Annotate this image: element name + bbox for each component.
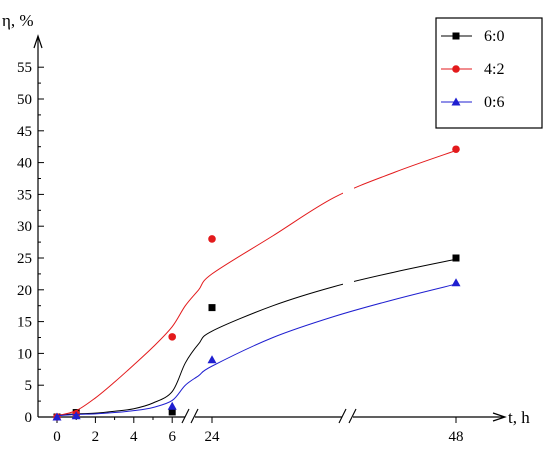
data-point — [452, 254, 460, 262]
x-axis-break-mark — [181, 408, 190, 424]
legend: 6:0 4:2 0:6 — [435, 17, 543, 129]
series-2 — [52, 278, 461, 421]
y-tick-label: 10 — [17, 346, 32, 362]
break-gap — [343, 150, 354, 300]
x-tick-label: 4 — [130, 429, 138, 445]
series-1 — [53, 145, 460, 421]
legend-marker — [452, 32, 460, 40]
data-point — [451, 278, 461, 287]
break-gaps — [343, 150, 354, 300]
y-tick-label: 5 — [25, 378, 33, 394]
y-tick-label: 15 — [17, 315, 32, 331]
data-point — [52, 412, 62, 421]
y-tick-label: 25 — [17, 251, 32, 267]
series-fit-line — [56, 150, 457, 417]
data-point — [208, 235, 216, 243]
data-point — [207, 355, 217, 364]
legend-label: 6:0 — [484, 28, 504, 45]
y-tick-label: 45 — [17, 124, 32, 140]
x-axis-break-mark — [338, 408, 347, 424]
data-point — [168, 333, 176, 341]
y-tick-label: 30 — [17, 219, 32, 235]
data-point — [71, 411, 81, 420]
x-tick-label: 2 — [92, 429, 100, 445]
legend-label: 0:6 — [484, 94, 504, 111]
y-tick-label: 35 — [17, 187, 32, 203]
x-axis-label: t, h — [508, 408, 530, 427]
x-axis-break-mark — [190, 408, 199, 424]
data-point — [208, 304, 216, 312]
x-tick-label: 0 — [53, 429, 61, 445]
series-0 — [53, 254, 460, 421]
series-layer — [52, 145, 461, 421]
y-tick-label: 40 — [17, 156, 32, 172]
series-fit-line — [56, 258, 457, 416]
y-tick-label: 20 — [17, 283, 32, 299]
y-axis-arrow — [33, 34, 43, 49]
x-axis-break-mark — [348, 408, 357, 424]
data-point — [167, 401, 177, 410]
x-tick-label: 24 — [205, 429, 221, 445]
x-tick-label: 6 — [168, 429, 176, 445]
data-point — [452, 145, 460, 154]
y-axis-label: η, % — [2, 11, 34, 30]
legend-label: 4:2 — [484, 61, 504, 78]
y-tick-label: 50 — [17, 92, 32, 108]
legend-marker — [451, 97, 461, 106]
series-fit-line — [56, 283, 457, 417]
data-point — [168, 408, 176, 416]
x-axis-arrow — [492, 412, 507, 422]
y-tick-label: 0 — [25, 410, 33, 426]
legend-marker — [452, 65, 460, 73]
y-tick-label: 55 — [17, 60, 32, 76]
x-tick-label: 48 — [449, 429, 464, 445]
